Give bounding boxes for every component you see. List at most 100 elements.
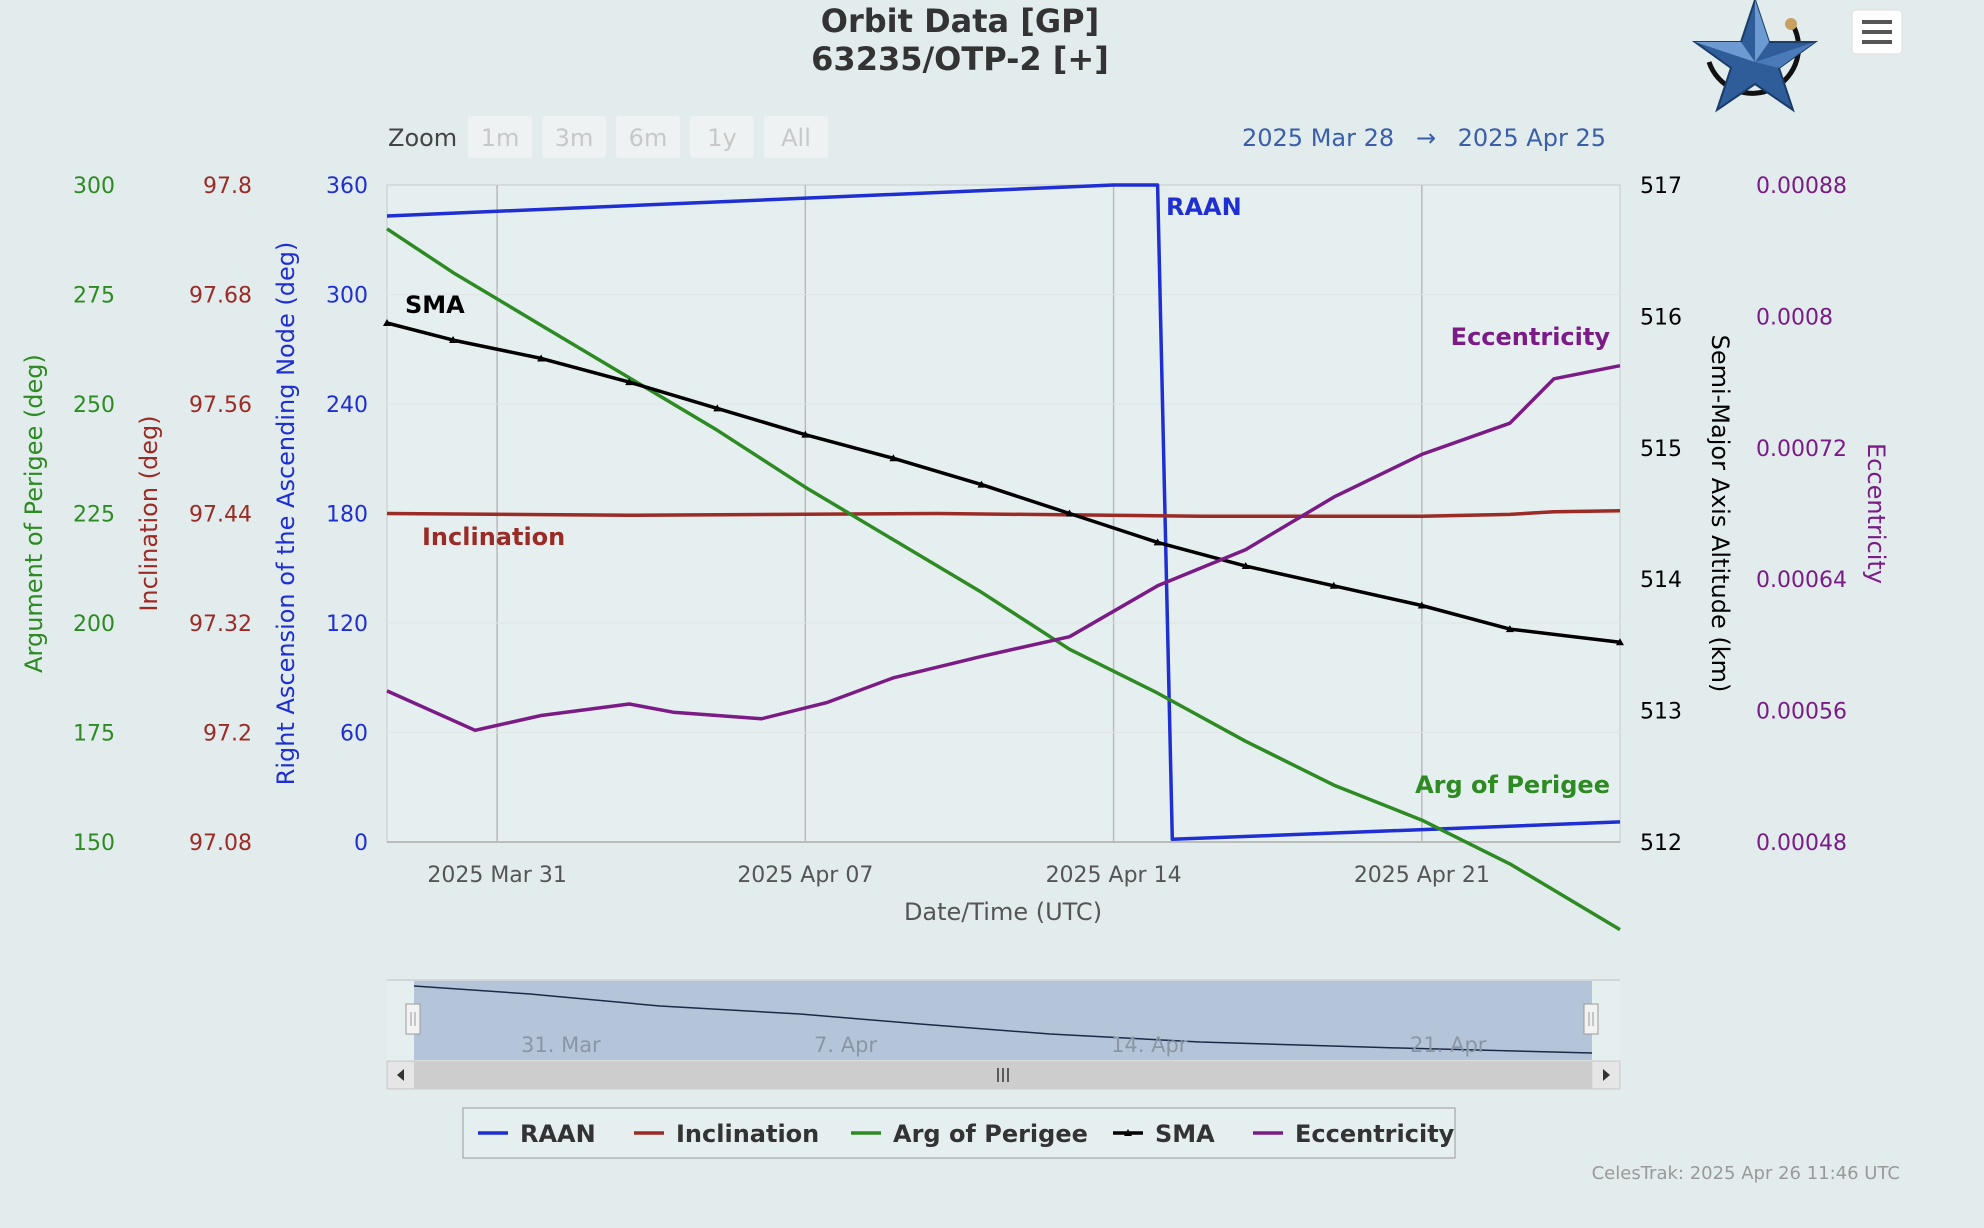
scroll-right-button[interactable] (1593, 1062, 1619, 1088)
argp-tick-label: 250 (73, 393, 115, 418)
sma-point[interactable] (1153, 538, 1162, 546)
zoom-button-6m[interactable]: 6m (616, 116, 680, 158)
raan-tick-label: 360 (326, 174, 368, 199)
x-tick-label: 2025 Apr 14 (1046, 863, 1182, 888)
x-tick-label: 2025 Apr 21 (1354, 863, 1490, 888)
series-labels: RAAN Inclination Arg of Perigee SMA Eccentri… (405, 193, 1610, 799)
raan-tick-label: 60 (340, 722, 368, 747)
ecc-tick-label: 0.0008 (1756, 305, 1833, 330)
sma-point[interactable] (449, 336, 458, 344)
zoom-button-all[interactable]: All (764, 116, 828, 158)
chart-subtitle[interactable]: 63235/OTP-2 [+] (811, 40, 1109, 78)
raan-tick-label: 180 (326, 503, 368, 528)
raan-axis-title: Right Ascension of the Ascending Node (d… (272, 242, 300, 786)
zoom-button-1y[interactable]: 1y (690, 116, 754, 158)
sma-tick-label: 516 (1640, 305, 1682, 330)
scrollbar-grip-icon (997, 1068, 1009, 1082)
axes-layer: 150 175 200 225 250 275 300 Argument of Perigee… (20, 174, 1890, 856)
raan-series-label: RAAN (1166, 193, 1242, 221)
sma-series-label: SMA (405, 291, 465, 319)
legend-item-sma[interactable]: SMA (1113, 1120, 1215, 1148)
legend-label: RAAN (520, 1120, 596, 1148)
argp-axis-title: Argument of Perigee (deg) (20, 354, 48, 673)
raan-tick-label: 300 (326, 284, 368, 309)
sma-point[interactable] (1329, 581, 1338, 589)
argp-series-label: Arg of Perigee (1415, 771, 1610, 799)
x-axis-title: Date/Time (UTC) (904, 898, 1102, 926)
sma-point[interactable] (1065, 509, 1074, 517)
range-to[interactable]: 2025 Apr 25 (1458, 124, 1606, 152)
zoom-button-label: 1y (707, 124, 736, 152)
legend-label: Inclination (676, 1120, 819, 1148)
navigator-right-handle[interactable] (1583, 1003, 1599, 1035)
zoom-button-3m[interactable]: 3m (542, 116, 606, 158)
raan-tick-label: 0 (354, 831, 368, 856)
range-arrow: → (1416, 124, 1436, 152)
hamburger-menu-icon (1862, 20, 1892, 44)
legend-item-argp[interactable]: Arg of Perigee (851, 1120, 1088, 1148)
range-from[interactable]: 2025 Mar 28 (1242, 124, 1394, 152)
navigator[interactable]: 31. Mar 7. Apr 14. Apr 21. Apr (387, 979, 1620, 1060)
legend-item-ecc[interactable]: Eccentricity (1253, 1120, 1455, 1148)
blue-star-logo-icon[interactable] (1691, 0, 1819, 113)
sma-point[interactable] (1616, 638, 1624, 646)
argp-tick-label: 275 (73, 284, 115, 309)
sma-point[interactable] (801, 430, 810, 438)
raan-tick-label: 120 (326, 612, 368, 637)
navigator-scrollbar[interactable] (386, 1060, 1621, 1090)
sma-point[interactable] (1505, 625, 1514, 633)
series-layer (383, 183, 1624, 932)
argp-tick-label: 175 (73, 722, 115, 747)
sma-axis-title: Semi-Major Axis Altitude (km) (1706, 335, 1734, 693)
zoom-button-label: All (781, 124, 811, 152)
navigator-series-line (413, 985, 1593, 1054)
sma-point[interactable] (977, 480, 986, 488)
sma-tick-label: 514 (1640, 568, 1682, 593)
inclination-tick-label: 97.8 (203, 174, 252, 199)
x-tick-label: 2025 Apr 07 (737, 863, 873, 888)
argp-series-line[interactable] (386, 227, 1621, 932)
raan-tick-label: 240 (326, 393, 368, 418)
hamburger-menu-button[interactable] (1851, 9, 1903, 55)
legend-item-raan[interactable]: RAAN (478, 1120, 596, 1148)
arrow-right-icon (1603, 1069, 1610, 1081)
inclination-axis-title: Inclination (deg) (135, 415, 163, 611)
inclination-series-line[interactable] (386, 509, 1621, 518)
sma-point[interactable] (537, 354, 546, 362)
sma-point[interactable] (1417, 601, 1426, 609)
scroll-left-button[interactable] (388, 1062, 414, 1088)
legend: RAAN Inclination Arg of Perigee SMA Eccentri… (462, 1107, 1456, 1159)
sma-point[interactable] (383, 318, 391, 326)
x-axis-ticks: 2025 Mar 31 2025 Apr 07 2025 Apr 14 2025 Ap… (427, 863, 1490, 888)
raan-series-line[interactable] (386, 183, 1621, 842)
sma-point[interactable] (1241, 562, 1250, 570)
inclination-tick-label: 97.32 (189, 612, 252, 637)
sma-tick-label: 513 (1640, 700, 1682, 725)
zoom-button-label: 1m (481, 124, 520, 152)
legend-item-inclination[interactable]: Inclination (634, 1120, 819, 1148)
sma-tick-label: 517 (1640, 174, 1682, 199)
inclination-tick-label: 97.68 (189, 284, 252, 309)
zoom-button-1m[interactable]: 1m (468, 116, 532, 158)
inclination-tick-label: 97.2 (203, 722, 252, 747)
sma-point[interactable] (713, 404, 722, 412)
navigator-tick-label: 31. Mar (521, 1033, 601, 1057)
sma-point[interactable] (889, 454, 898, 462)
legend-marker-icon (1124, 1129, 1132, 1136)
zoom-button-label: 6m (629, 124, 668, 152)
ecc-series-line[interactable] (386, 363, 1621, 733)
navigator-selected-range[interactable] (414, 980, 1592, 1060)
credit-text[interactable]: CelesTrak: 2025 Apr 26 11:46 UTC (1592, 1163, 1900, 1184)
navigator-tick-label: 7. Apr (814, 1033, 877, 1057)
ecc-series-label: Eccentricity (1451, 323, 1611, 351)
argp-tick-label: 225 (73, 503, 115, 528)
navigator-left-handle[interactable] (405, 1003, 421, 1035)
ecc-tick-label: 0.00056 (1756, 700, 1847, 725)
x-tick-label: 2025 Mar 31 (427, 863, 566, 888)
navigator-tick-label: 21. Apr (1410, 1033, 1487, 1057)
plot-area (383, 183, 1624, 932)
sma-point[interactable] (625, 378, 634, 386)
argp-tick-label: 300 (73, 174, 115, 199)
argp-tick-label: 200 (73, 612, 115, 637)
